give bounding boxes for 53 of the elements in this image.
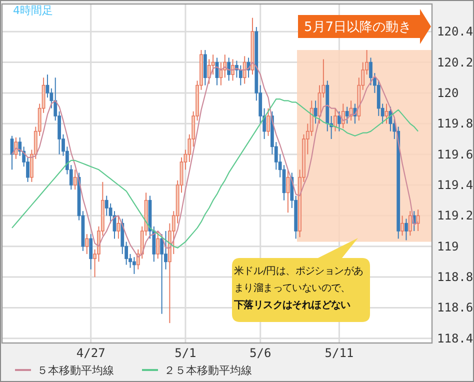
candlestick [132,256,136,274]
candlestick [266,108,270,136]
candlestick [85,234,89,255]
y-tick-label: 119 [437,239,459,254]
y-tick-label: 120 [437,86,459,100]
y-tick-label: 120.4 [437,24,474,39]
annotation: 下落リスクはそれほどない [234,298,352,313]
candlestick [203,50,207,86]
candlestick [120,218,124,255]
candlestick [400,215,404,236]
y-tick-label: 118.6 [437,300,474,315]
candlestick [384,103,388,124]
y-tick-label: 120.2 [437,55,474,70]
y-tick-label: 119.4 [437,178,474,192]
band-label: 5月7日以降の動き [304,20,412,35]
candlestick [334,108,337,132]
candlestick [408,210,412,236]
candlestick [207,58,211,84]
legend-label: ５本移動平均線 [37,364,114,377]
candlestick [89,234,93,270]
x-tick-label: 5/11 [324,346,354,360]
candlestick [242,56,246,84]
candlestick [73,169,77,190]
candlestick [160,234,164,314]
y-tick-label: 119.2 [437,208,474,223]
candlestick [219,62,223,86]
candlestick [116,215,120,240]
x-tick-label: 5/1 [174,346,196,360]
annotation: 米ドル/円は、ポジションがあまり溜まっていないので、 [234,266,364,294]
candlestick [416,209,420,232]
chart-title: 4時間足 [13,4,53,17]
candlestick [227,57,231,82]
y-tick-label: 118.4 [437,331,474,346]
legend-label: ２５本移動平均線 [164,364,252,377]
y-tick-label: 118.8 [437,270,474,284]
candlestick [345,106,349,124]
y-tick-label: 119.8 [437,116,474,131]
x-tick-label: 5/6 [250,346,272,360]
candlestick [341,103,345,129]
candlestick [310,100,314,136]
candlestick [46,74,50,98]
candlestick [314,100,318,124]
candlestick [238,64,242,86]
candlestick [404,218,408,241]
candlestick [231,58,234,82]
y-tick-label: 119.6 [437,147,474,162]
candlestick [211,54,215,76]
candlestick [338,110,341,132]
band-label: 5月7日以降の動き [298,9,431,44]
candlestick [14,136,18,160]
candlestick [156,230,160,260]
callout: 米ドル/円は、ポジションがあまり溜まっていないので、 下落リスクはそれほどない [232,238,370,322]
x-tick-label: 4/27 [76,346,106,360]
